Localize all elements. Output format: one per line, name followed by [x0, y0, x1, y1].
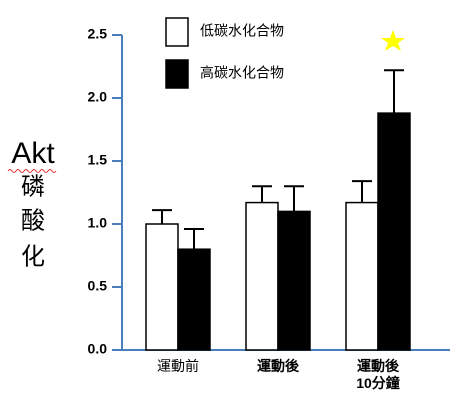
bar: [377, 112, 411, 351]
y-tick-label: 2.5: [88, 26, 108, 42]
y-axis-label: Akt: [11, 137, 55, 170]
legend-swatch: [165, 59, 189, 89]
spellcheck-underline: [7, 169, 57, 173]
bar: [345, 201, 379, 351]
y-axis-label: 酸: [21, 207, 45, 234]
y-tick-label: 0.5: [88, 278, 108, 294]
bar: [245, 201, 279, 351]
x-tick-label: 運動前: [157, 358, 199, 374]
y-tick-label: 0.0: [88, 341, 108, 357]
legend-swatch: [165, 17, 189, 47]
x-tick-label: 運動後 10分鐘: [356, 358, 400, 391]
bar: [177, 248, 211, 351]
legend-label: 低碳水化合物: [200, 23, 284, 39]
y-axis-label: 化: [21, 243, 45, 270]
y-axis-label: 磷: [21, 173, 45, 200]
y-tick-label: 2.0: [88, 89, 108, 105]
x-tick-label: 運動後: [257, 358, 299, 374]
y-tick-label: 1.5: [88, 152, 108, 168]
legend-label: 高碳水化合物: [200, 65, 284, 81]
y-tick-label: 1.0: [88, 215, 108, 231]
significance-star: [381, 30, 405, 51]
bar: [145, 223, 179, 351]
bar: [277, 210, 311, 351]
